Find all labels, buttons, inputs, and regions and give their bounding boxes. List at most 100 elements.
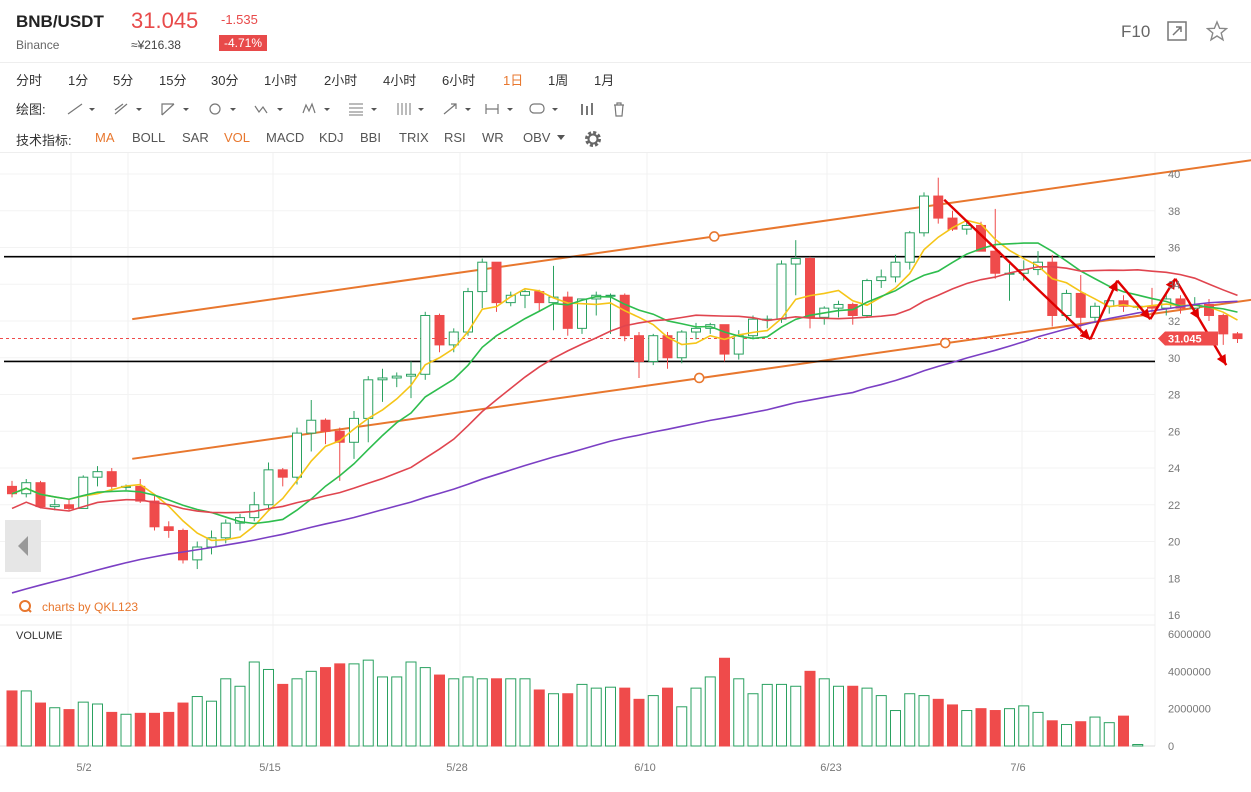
candle-body [648,335,659,362]
candle [577,298,587,334]
volume-bar [191,696,203,747]
obv-dropdown-icon[interactable] [556,134,566,142]
indicator-kdj[interactable]: KDJ [319,130,344,145]
measure-tool-icon[interactable] [485,104,513,114]
circle-tool-icon[interactable] [209,103,236,115]
candle-body [377,377,388,381]
candle [363,376,374,443]
volume-bar [248,661,260,747]
candle-body [491,261,502,304]
price-change: -1.535 [221,12,258,27]
indicator-sar[interactable]: SAR [182,130,209,145]
candle [149,495,160,531]
candle [1047,254,1058,327]
candle [163,521,174,538]
timeframe-tab[interactable]: 4小时 [383,73,417,88]
candle [676,330,687,364]
candle [106,468,117,492]
volume-bar [818,678,830,747]
scroll-left-button[interactable] [5,520,41,572]
candle [1075,275,1086,334]
chart-area[interactable]: 16 18 20 22 24 26 28 30 32 34 36 38 40 0 2000000 400000… [0,152,1251,787]
fibonacci-tool-icon[interactable] [349,103,377,116]
arrow-tool-icon[interactable] [443,103,471,115]
indicator-trix[interactable]: TRIX [399,130,429,145]
kline-chart[interactable]: 16 18 20 22 24 26 28 30 32 34 36 38 40 0 2000000 400000… [0,153,1251,787]
volume-bar [291,678,303,747]
expand-icon[interactable] [1166,20,1188,47]
volume-bar [1018,705,1030,747]
volume-bar [761,683,773,747]
timeframe-tab[interactable]: 1月 [594,73,615,88]
annotation-tool-icon[interactable] [529,103,558,114]
candle-body [790,258,801,265]
trash-icon[interactable] [614,102,624,117]
ray-tool-icon[interactable] [114,103,142,115]
volume-bar [1075,721,1087,747]
volume-bar [1004,708,1015,747]
drawing-label: 绘图: [16,102,46,117]
timeframe-tab[interactable]: 2小时 [324,73,358,88]
volume-bar [1118,715,1129,747]
channel-anchor-point [693,372,705,384]
exchange-name: Binance [16,38,60,52]
candle-body [1118,300,1129,307]
candle-body [178,529,188,561]
timeframe-tab[interactable]: 30分 [211,73,239,88]
gann-tool-icon[interactable] [397,103,424,115]
candle-body [135,485,146,502]
pair-name: BNB/USDT [16,12,104,31]
gear-icon[interactable] [583,129,603,149]
trend-arrow-head [1189,308,1200,320]
timeframe-tab[interactable]: 6小时 [442,73,476,88]
indicator-macd[interactable]: MACD [266,130,305,145]
indicator-vol[interactable]: VOL [224,130,251,145]
timeframe-tab[interactable]: 1小时 [264,73,298,88]
channel-tool-icon[interactable] [161,103,189,116]
indicator-ma[interactable]: MA [95,130,115,145]
candle [762,315,773,329]
line-tool-icon[interactable] [67,103,95,115]
wave-tool-icon[interactable] [254,105,283,114]
volume-bar [861,687,873,747]
candle [1033,251,1043,276]
timeframe-tab[interactable]: 5分 [113,73,134,88]
volume-bar [391,676,403,747]
last-price-tag: 31.045 [1158,331,1218,346]
candle-body [662,335,673,359]
volume-bar [63,709,75,747]
price-tick-label: 30 [1168,353,1180,365]
timeframe-tab[interactable]: 1分 [68,73,89,88]
indicator-boll[interactable]: BOLL [132,130,166,145]
f10-button[interactable]: F10 [1121,22,1151,41]
volume-bar [263,668,274,747]
price-tick-label: 18 [1168,573,1180,585]
volume-bar [448,678,460,747]
timeframe-tab-active[interactable]: 1日 [503,73,524,88]
indicator-rsi[interactable]: RSI [444,130,466,145]
volume-bar [505,678,517,747]
star-icon[interactable] [1205,20,1229,47]
bars-tool-icon[interactable] [581,103,593,115]
pattern-tool-icon[interactable] [302,102,330,114]
volume-bar [961,710,973,747]
candle [277,468,288,487]
volume-bar [590,687,602,747]
volume-bar [733,678,745,747]
timeframe-tab[interactable]: 1周 [548,73,569,88]
timeframe-tab[interactable]: 分时 [16,73,43,88]
candle-body [192,546,203,561]
date-tick-label: 6/10 [634,762,655,774]
last-price-tag-text: 31.045 [1168,334,1202,346]
price-tick-label: 32 [1168,316,1180,328]
indicator-bbi[interactable]: BBI [360,130,381,145]
timeframe-tab[interactable]: 15分 [159,73,187,88]
candle-body [876,276,887,282]
candle [320,418,331,445]
indicator-obv[interactable]: OBV [523,130,551,145]
date-tick-label: 6/23 [820,762,841,774]
candle-body [263,469,274,506]
watermark: charts by QKL123 [19,600,138,614]
indicator-wr[interactable]: WR [482,130,504,145]
candle-body [562,296,573,329]
